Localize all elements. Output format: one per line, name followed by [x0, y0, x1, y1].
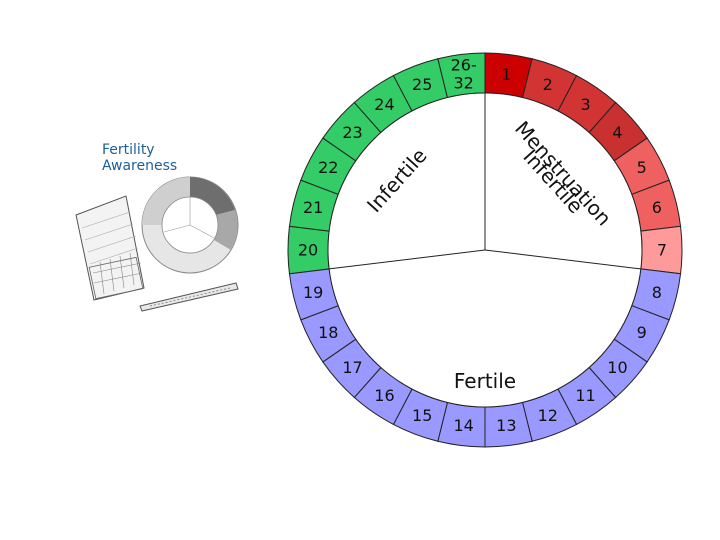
- day-label: 5: [637, 158, 647, 177]
- day-label: 18: [318, 323, 338, 342]
- day-label: 9: [637, 323, 647, 342]
- logo-title-line2: Awareness: [102, 158, 178, 174]
- day-label: 26-32: [451, 55, 477, 92]
- logo-title-line1: Fertility: [102, 142, 155, 158]
- day-label: 10: [607, 358, 627, 377]
- phase-divider: [484, 249, 641, 270]
- day-label: 23: [342, 123, 362, 142]
- day-label: 4: [612, 123, 622, 142]
- mini-wheel-icon: [141, 176, 239, 274]
- chart-paper-icon: [75, 195, 145, 301]
- day-label: 7: [657, 241, 667, 260]
- day-label: 15: [412, 406, 432, 425]
- day-label: 6: [652, 198, 662, 217]
- day-label: 1: [501, 65, 511, 84]
- day-label: 2: [543, 75, 553, 94]
- day-label: 16: [374, 386, 394, 405]
- fertility-awareness-logo: [75, 176, 239, 312]
- logo-title: Fertility Awareness: [102, 142, 177, 174]
- day-label: 8: [652, 283, 662, 302]
- day-label: 3: [580, 95, 590, 114]
- day-label: 19: [303, 283, 323, 302]
- day-label: 21: [303, 198, 323, 217]
- day-label: 25: [412, 75, 432, 94]
- thermometer-icon: [139, 282, 239, 312]
- day-label: 14: [453, 416, 473, 435]
- day-label: 11: [575, 386, 595, 405]
- day-label: 20: [298, 241, 318, 260]
- cycle-wheel: 1234567891011121314151617181920212223242…: [287, 52, 683, 448]
- day-label: 17: [342, 358, 362, 377]
- day-label: 22: [318, 158, 338, 177]
- phase-label-fertile: Fertile: [454, 369, 516, 393]
- day-label: 13: [496, 416, 516, 435]
- day-label: 12: [538, 406, 558, 425]
- day-label: 24: [374, 95, 394, 114]
- phase-divider: [329, 249, 486, 270]
